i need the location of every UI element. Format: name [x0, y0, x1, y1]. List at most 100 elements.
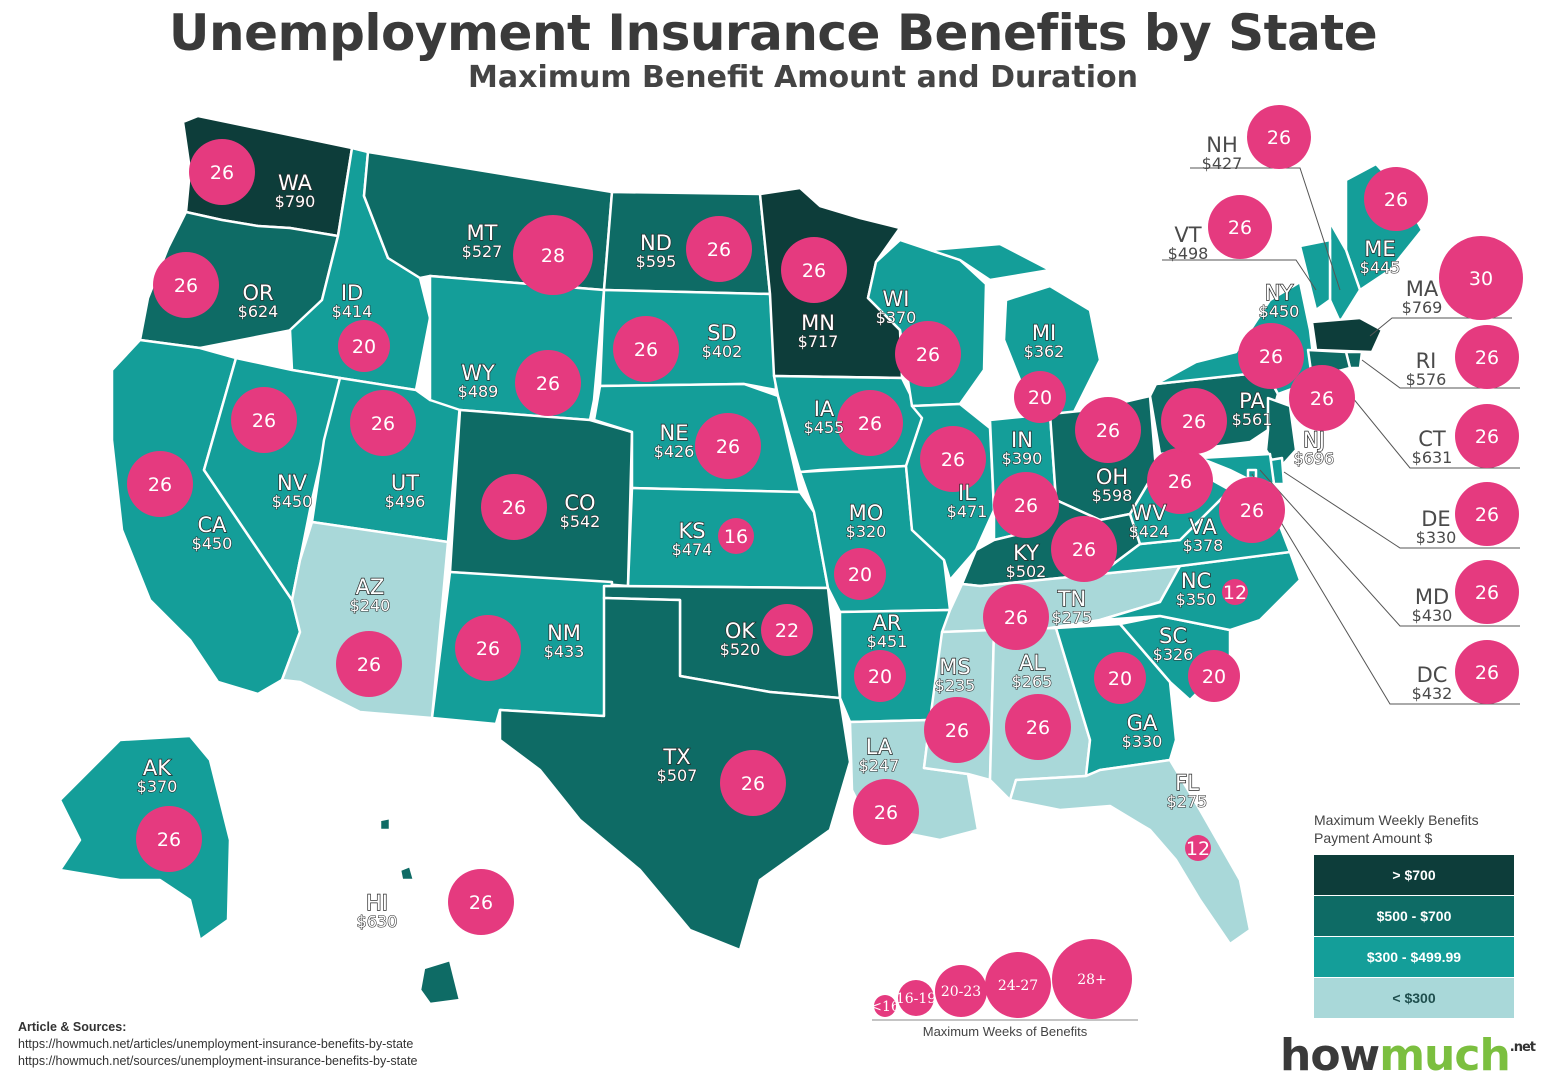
color-legend-title-line1: Maximum Weekly Benefits [1314, 812, 1479, 828]
weeks-label-va: 26 [1240, 500, 1264, 522]
color-legend-item-4: < $300 [1314, 978, 1514, 1018]
state-amount-pa: $561 [1232, 410, 1273, 429]
state-abbr-de: DE [1421, 507, 1450, 531]
weeks-label-ut: 26 [371, 413, 395, 435]
state-abbr-al: AL [1019, 651, 1045, 675]
state-wy[interactable] [428, 274, 606, 422]
state-abbr-tx: TX [662, 745, 690, 769]
weeks-bubble-wa [189, 139, 255, 205]
weeks-label-wv: 26 [1168, 471, 1192, 493]
state-amount-tx: $507 [657, 766, 698, 785]
weeks-bubble-in [993, 472, 1059, 538]
weeks-label-ny: 26 [1259, 346, 1283, 368]
state-amount-ok: $520 [720, 640, 761, 659]
weeks-label-or: 26 [174, 275, 198, 297]
state-abbr-mo: MO [849, 501, 884, 525]
size-legend-bubble-1 [874, 995, 896, 1017]
state-abbr-ut: UT [391, 471, 419, 495]
weeks-bubble-vt [1208, 195, 1272, 259]
state-amount-al: $265 [1012, 672, 1053, 691]
weeks-bubble-sd [613, 316, 679, 382]
color-legend-item-3: $300 - $499.99 [1314, 937, 1514, 977]
state-abbr-nh: NH [1206, 133, 1238, 157]
source-link-sources[interactable]: https://howmuch.net/sources/unemployment… [18, 1054, 418, 1068]
weeks-bubble-ny [1238, 323, 1304, 389]
weeks-bubble-ut [350, 390, 416, 456]
weeks-label-nd: 26 [707, 239, 731, 261]
state-abbr-ks: KS [678, 519, 705, 543]
weeks-bubble-az [336, 631, 402, 697]
state-amount-mi: $362 [1024, 342, 1065, 361]
weeks-bubble-al [1005, 694, 1071, 760]
weeks-label-ky: 26 [1072, 539, 1096, 561]
state-amount-id: $414 [332, 302, 373, 321]
weeks-bubble-ms [924, 697, 990, 763]
state-abbr-in: IN [1011, 428, 1033, 452]
weeks-label-md: 26 [1475, 582, 1499, 604]
state-amount-nj: $696 [1294, 449, 1335, 468]
weeks-bubble-wv [1147, 448, 1213, 514]
state-amount-ca: $450 [192, 534, 233, 553]
state-nc[interactable] [1098, 550, 1302, 632]
state-abbr-hi: HI [366, 891, 388, 915]
weeks-bubble-oh [1075, 397, 1141, 463]
weeks-bubble-ok [761, 604, 813, 656]
weeks-bubble-fl [1185, 835, 1211, 861]
weeks-bubble-la [853, 779, 919, 845]
color-legend-title: Maximum Weekly Benefits Payment Amount $ [1314, 811, 1524, 847]
state-abbr-tn: TN [1057, 587, 1087, 611]
state-amount-vt: $498 [1168, 244, 1209, 263]
state-abbr-wi: WI [883, 287, 910, 311]
weeks-bubble-hi [448, 869, 514, 935]
weeks-label-mi: 20 [1028, 387, 1052, 409]
state-amount-wv: $424 [1129, 522, 1170, 541]
weeks-bubble-de [1455, 482, 1519, 546]
weeks-label-wi: 26 [916, 344, 940, 366]
weeks-label-ok: 22 [775, 620, 799, 642]
state-amount-il: $471 [947, 502, 988, 521]
state-ma[interactable] [1310, 316, 1384, 354]
size-legend-label-2: 16-19 [896, 991, 936, 1007]
state-amount-ak: $370 [137, 777, 178, 796]
state-abbr-ne: NE [660, 421, 689, 445]
state-ut[interactable] [310, 376, 462, 544]
state-abbr-ar: AR [873, 611, 902, 635]
state-tx[interactable] [498, 596, 852, 952]
weeks-bubble-dc [1455, 640, 1519, 704]
state-abbr-wy: WY [461, 361, 495, 385]
weeks-label-nv: 26 [252, 410, 276, 432]
state-amount-ri: $576 [1406, 370, 1447, 389]
state-abbr-mt: MT [467, 221, 498, 245]
leader-line-dc [1251, 473, 1520, 705]
state-abbr-nm: NM [547, 621, 581, 645]
state-abbr-wv: WV [1131, 501, 1167, 525]
state-amount-nc: $350 [1176, 590, 1217, 609]
state-abbr-ct: CT [1418, 427, 1446, 451]
state-vt[interactable] [1298, 238, 1332, 312]
weeks-label-al: 26 [1026, 717, 1050, 739]
state-amount-mn: $717 [798, 332, 839, 351]
weeks-bubble-co [481, 474, 547, 540]
weeks-label-mt: 28 [541, 245, 565, 267]
logo-much: much [1379, 1030, 1511, 1081]
logo-net: .net [1509, 1040, 1536, 1055]
state-amount-hi: $630 [357, 912, 398, 931]
state-amount-nd: $595 [636, 252, 677, 271]
state-abbr-mi: MI [1032, 321, 1056, 345]
state-amount-wa: $790 [275, 192, 316, 211]
state-abbr-nv: NV [277, 471, 308, 495]
state-amount-mt: $527 [462, 242, 503, 261]
state-hi[interactable] [378, 816, 462, 1006]
state-amount-de: $330 [1416, 528, 1457, 547]
weeks-bubble-ct [1455, 404, 1519, 468]
leader-line-ct [1329, 369, 1520, 469]
state-az[interactable] [280, 520, 450, 720]
source-link-article[interactable]: https://howmuch.net/articles/unemploymen… [18, 1037, 414, 1051]
weeks-bubble-mn [781, 237, 847, 303]
state-amount-co: $542 [560, 512, 601, 531]
state-amount-ma: $769 [1402, 298, 1443, 317]
sources-block: Article & Sources: https://howmuch.net/a… [18, 1019, 418, 1070]
state-fl[interactable] [1008, 758, 1252, 946]
leader-line-md [1259, 469, 1520, 627]
weeks-bubble-tx [720, 750, 786, 816]
